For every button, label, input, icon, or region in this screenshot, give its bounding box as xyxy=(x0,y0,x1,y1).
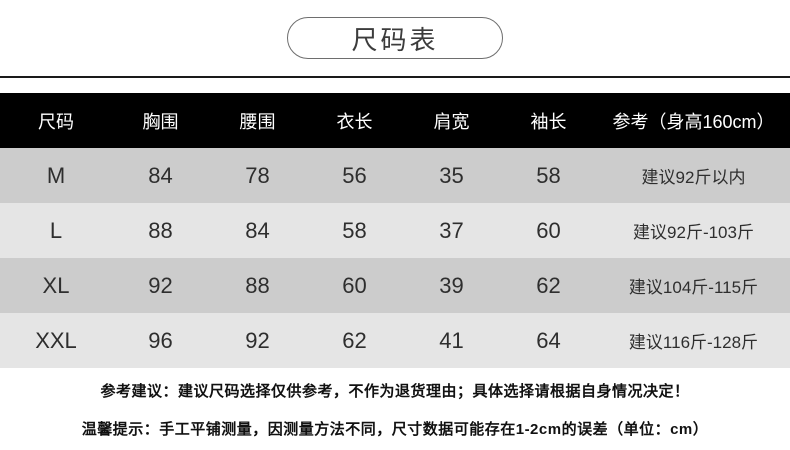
cell-waist: 92 xyxy=(245,327,270,353)
page-title: 尺码表 xyxy=(351,24,439,55)
cell-waist: 88 xyxy=(245,272,270,298)
cell-length: 58 xyxy=(342,217,367,243)
cell-waist: 78 xyxy=(245,162,270,188)
cell-sleeve: 60 xyxy=(536,217,561,243)
cell-reference: 建议116斤-128斤 xyxy=(628,333,759,352)
header-cell-shoulder: 肩宽 xyxy=(433,111,470,132)
cell-shoulder: 39 xyxy=(439,272,464,298)
cell-size: L xyxy=(49,217,63,243)
cell-shoulder: 41 xyxy=(439,327,464,353)
reference-note: 参考建议：建议尺码选择仅供参考，不作为退货理由；具体选择请根据自身情况决定！ xyxy=(100,383,690,400)
header-cell-size: 尺码 xyxy=(38,111,74,132)
cell-length: 62 xyxy=(342,327,367,353)
cell-length: 60 xyxy=(342,272,367,298)
cell-size: XXL xyxy=(35,327,77,353)
size-table: 尺码 胸围 腰围 衣长 肩宽 袖长 参考（身高160cm） M 84 78 56… xyxy=(0,93,790,368)
title-pill: 尺码表 xyxy=(287,17,503,59)
cell-bust: 84 xyxy=(148,162,173,188)
table-row-xxl: XXL 96 92 62 41 64 建议116斤-128斤 xyxy=(0,313,790,368)
cell-bust: 92 xyxy=(148,272,173,298)
header-cell-waist: 腰围 xyxy=(239,111,276,132)
header-cell-length: 衣长 xyxy=(336,111,373,132)
table-row-m: M 84 78 56 35 58 建议92斤以内 xyxy=(0,148,790,203)
cell-sleeve: 58 xyxy=(536,162,561,188)
header-cell-sleeve: 袖长 xyxy=(530,111,567,132)
cell-size: XL xyxy=(42,272,70,298)
header-cell-bust: 胸围 xyxy=(142,111,179,132)
cell-reference: 建议92斤-103斤 xyxy=(633,223,754,242)
measurement-note: 温馨提示：手工平铺测量，因测量方法不同，尺寸数据可能存在1-2cm的误差（单位：… xyxy=(81,421,709,438)
cell-shoulder: 37 xyxy=(439,217,464,243)
cell-waist: 84 xyxy=(245,217,270,243)
cell-reference: 建议104斤-115斤 xyxy=(628,278,759,297)
cell-reference: 建议92斤以内 xyxy=(641,168,746,187)
header-cell-reference: 参考（身高160cm） xyxy=(612,111,775,132)
title-divider xyxy=(0,76,790,78)
table-header-row: 尺码 胸围 腰围 衣长 肩宽 袖长 参考（身高160cm） xyxy=(0,93,790,148)
table-row-l: L 88 84 58 37 60 建议92斤-103斤 xyxy=(0,203,790,258)
cell-bust: 96 xyxy=(148,327,173,353)
cell-sleeve: 62 xyxy=(536,272,561,298)
table-row-xl: XL 92 88 60 39 62 建议104斤-115斤 xyxy=(0,258,790,313)
cell-size: M xyxy=(46,162,66,188)
cell-shoulder: 35 xyxy=(439,162,464,188)
cell-sleeve: 64 xyxy=(536,327,561,353)
cell-bust: 88 xyxy=(148,217,173,243)
cell-length: 56 xyxy=(342,162,367,188)
